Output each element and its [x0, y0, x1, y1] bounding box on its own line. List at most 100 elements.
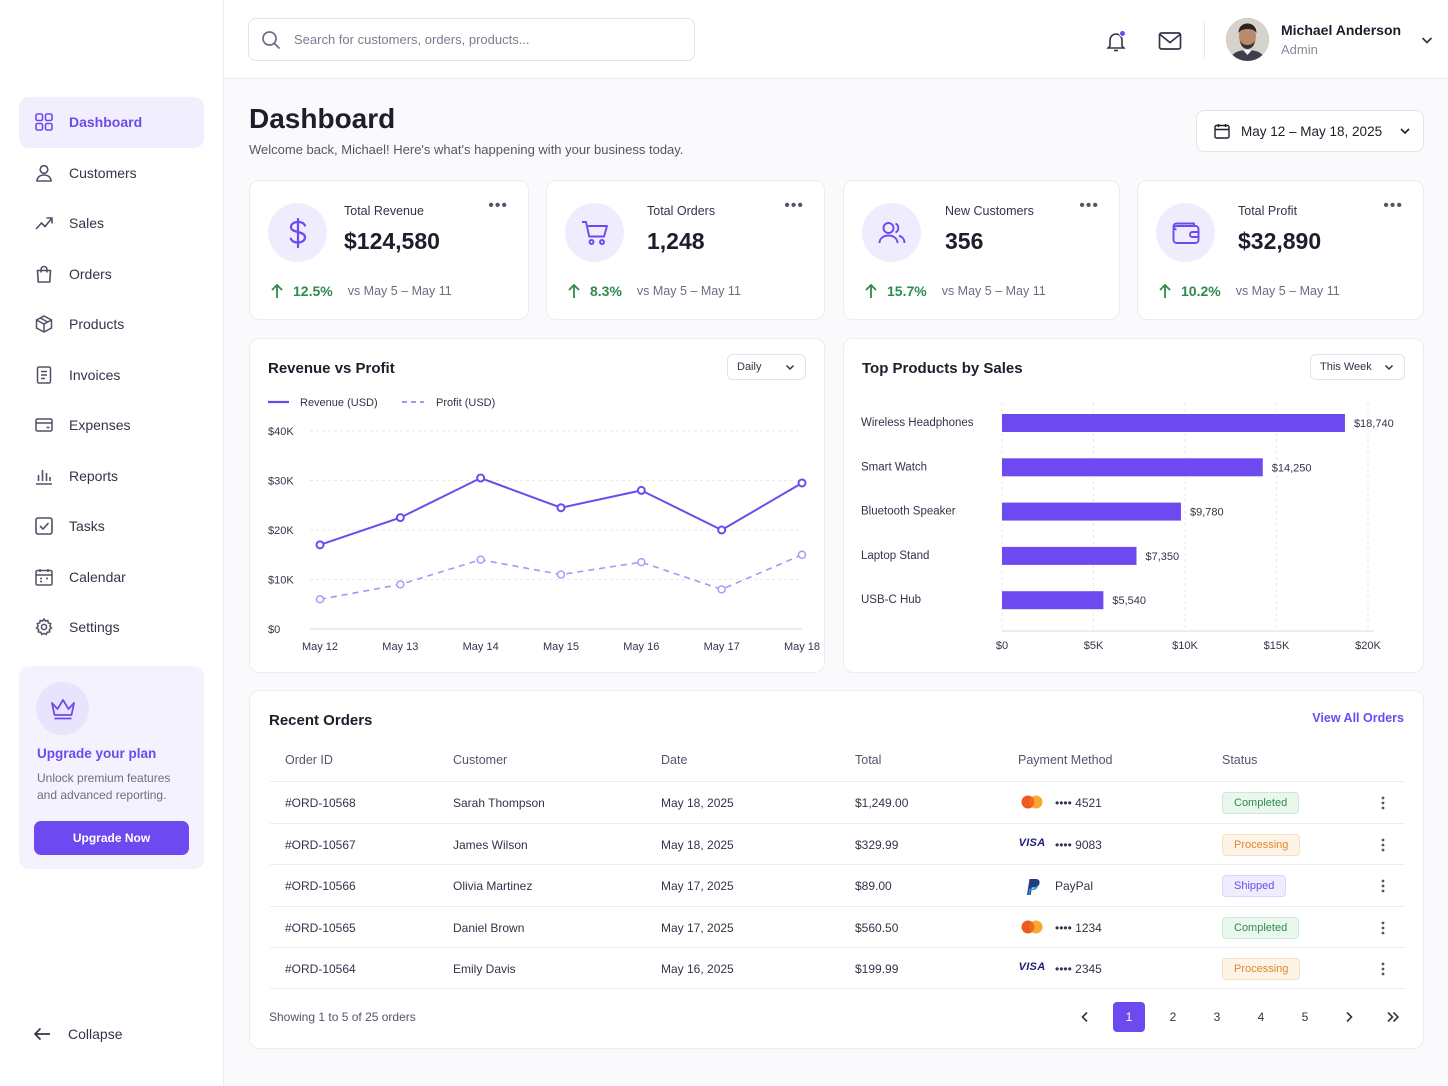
- sidebar-item-sales[interactable]: Sales: [19, 198, 204, 249]
- chevron-down-icon: [1421, 36, 1433, 44]
- trend-up-icon: [35, 217, 53, 230]
- double-chevron-right-icon: [1387, 1011, 1400, 1023]
- payment-detail: •••• 9083: [1055, 837, 1102, 852]
- arrow-up-icon: [1159, 283, 1171, 298]
- data-point-revenue: [556, 503, 566, 513]
- upgrade-now-button[interactable]: Upgrade Now: [34, 821, 189, 855]
- sidebar-item-customers[interactable]: Customers: [19, 148, 204, 199]
- row-actions-button[interactable]: [1381, 921, 1385, 935]
- chevron-down-icon: [1384, 364, 1394, 371]
- page-button-5[interactable]: 5: [1301, 1010, 1309, 1024]
- sidebar-item-orders[interactable]: Orders: [19, 249, 204, 300]
- stat-change: 8.3% vs May 5 – May 11: [566, 283, 741, 299]
- sidebar-item-settings[interactable]: Settings: [19, 602, 204, 653]
- gear-icon: [35, 618, 53, 636]
- bar: [1002, 546, 1137, 565]
- notifications-button[interactable]: [1104, 29, 1128, 53]
- sidebar-nav: Dashboard Customers Sales Orders Product…: [19, 97, 204, 653]
- last-page-button[interactable]: [1377, 1002, 1409, 1032]
- more-options-button[interactable]: •••: [1079, 197, 1099, 214]
- customer-name: Emily Davis: [453, 962, 516, 977]
- sidebar-item-invoices[interactable]: Invoices: [19, 350, 204, 401]
- order-id: #ORD-10566: [285, 879, 356, 894]
- order-total: $199.99: [855, 962, 899, 977]
- date-range-label: May 12 – May 18, 2025: [1241, 123, 1383, 139]
- more-options-button[interactable]: •••: [784, 197, 804, 214]
- sidebar-item-expenses[interactable]: Expenses: [19, 400, 204, 451]
- period-select[interactable]: Daily: [727, 354, 806, 380]
- table-row[interactable]: #ORD-10568 Sarah Thompson May 18, 2025 $1,2…: [270, 781, 1405, 823]
- period-select[interactable]: This Week: [1310, 354, 1405, 380]
- date-range-picker[interactable]: May 12 – May 18, 2025: [1196, 110, 1424, 152]
- row-actions-button[interactable]: [1381, 838, 1385, 852]
- row-actions-button[interactable]: [1381, 796, 1385, 810]
- sidebar-item-reports[interactable]: Reports: [19, 451, 204, 502]
- stat-compare: vs May 5 – May 11: [636, 284, 741, 298]
- table-row[interactable]: #ORD-10565 Daniel Brown May 17, 2025 $560.5…: [270, 905, 1405, 948]
- x-tick-label: May 14: [463, 641, 499, 653]
- table-row[interactable]: #ORD-10564 Emily Davis May 16, 2025 $199.99…: [270, 947, 1405, 989]
- paypal-icon: [1027, 879, 1040, 896]
- payment-brand: VISA: [1019, 961, 1046, 973]
- sidebar-item-label: Reports: [69, 467, 119, 484]
- order-total: $560.50: [855, 920, 899, 935]
- sidebar-item-label: Expenses: [69, 417, 131, 434]
- view-all-orders-link[interactable]: View All Orders: [1312, 711, 1404, 725]
- grid-icon: [35, 113, 53, 132]
- page-button-4[interactable]: 4: [1257, 1010, 1265, 1024]
- stat-label: New Customers: [945, 204, 1034, 218]
- top-bar: Michael Anderson Admin: [224, 0, 1448, 79]
- bell-icon: [1106, 33, 1126, 52]
- x-tick-label: $5K: [1084, 640, 1104, 652]
- table-row[interactable]: #ORD-10566 Olivia Martinez May 17, 2025 $89…: [270, 864, 1405, 906]
- sidebar-item-calendar[interactable]: Calendar: [19, 552, 204, 603]
- messages-button[interactable]: [1158, 30, 1182, 52]
- order-date: May 18, 2025: [661, 837, 734, 852]
- data-point-revenue: [315, 540, 325, 550]
- more-options-button[interactable]: •••: [1383, 197, 1403, 214]
- category-label: Wireless Headphones: [861, 417, 974, 429]
- order-total: $1,249.00: [855, 796, 909, 810]
- dollar-icon: [268, 203, 327, 262]
- sidebar-item-dashboard[interactable]: Dashboard: [19, 97, 204, 148]
- customer-name: Olivia Martinez: [453, 879, 533, 894]
- collapse-button[interactable]: Collapse: [32, 1024, 122, 1044]
- arrow-up-icon: [271, 283, 283, 298]
- column-header: Payment Method: [1018, 753, 1113, 767]
- row-actions-button[interactable]: [1381, 879, 1385, 893]
- order-id: #ORD-10567: [285, 837, 356, 852]
- shopping-bag-icon: [36, 265, 52, 283]
- bar: [1002, 502, 1181, 521]
- page-button-3[interactable]: 3: [1213, 1010, 1221, 1024]
- page-button-2[interactable]: 2: [1169, 1010, 1177, 1024]
- x-tick-label: May 12: [302, 641, 338, 653]
- sidebar: Dashboard Customers Sales Orders Product…: [0, 0, 224, 1086]
- more-options-button[interactable]: •••: [488, 197, 508, 214]
- sidebar-item-tasks[interactable]: Tasks: [19, 501, 204, 552]
- pagination-summary: Showing 1 to 5 of 25 orders: [269, 1010, 416, 1024]
- order-id: #ORD-10565: [285, 920, 356, 935]
- user-menu[interactable]: Michael Anderson Admin: [1226, 18, 1435, 61]
- calendar-icon: [35, 568, 53, 586]
- search-box[interactable]: [248, 18, 695, 61]
- table-row[interactable]: #ORD-10567 James Wilson May 18, 2025 $329.9…: [270, 822, 1405, 865]
- table-bottom-border: [270, 988, 1405, 989]
- arrow-up-icon: [568, 283, 580, 298]
- next-page-button[interactable]: [1333, 1002, 1365, 1032]
- search-input[interactable]: [294, 32, 674, 47]
- sidebar-item-products[interactable]: Products: [19, 299, 204, 350]
- payment-brand: [1020, 878, 1044, 896]
- stat-card-orders: Total Orders 1,248 ••• 8.3% vs May 5 – M…: [546, 180, 825, 320]
- more-vertical-icon: [1381, 796, 1385, 810]
- page-button-1[interactable]: 1: [1113, 1002, 1145, 1032]
- collapse-label: Collapse: [68, 1026, 123, 1042]
- order-total: $89.00: [855, 879, 892, 894]
- period-select-value: This Week: [1320, 361, 1372, 373]
- stat-value: $124,580: [344, 228, 440, 254]
- order-date: May 18, 2025: [661, 796, 734, 810]
- x-tick-label: May 18: [784, 641, 820, 653]
- previous-page-button[interactable]: [1069, 1002, 1101, 1032]
- chart-title: Top Products by Sales: [862, 360, 1023, 377]
- row-actions-button[interactable]: [1381, 962, 1385, 976]
- bar-value-label: $18,740: [1354, 418, 1394, 430]
